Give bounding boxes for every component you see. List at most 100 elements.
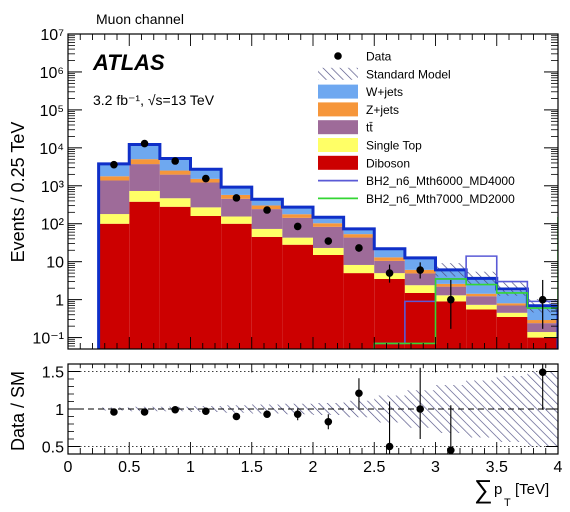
data-point-10: [416, 266, 424, 274]
main-y-tick-label-8: 10⁷: [40, 27, 64, 44]
ratio-point-0: [110, 408, 118, 416]
data-point-8: [355, 244, 363, 252]
ratio-point-12: [538, 368, 547, 377]
x-axis-t-subscript: T: [504, 497, 511, 509]
legend-data-marker: [334, 52, 342, 60]
bar-zjets-bin-13: [496, 303, 528, 306]
data-point-11: [447, 295, 455, 304]
legend-label-2: W+jets: [366, 85, 403, 99]
bar-diboson-bin-0: [98, 223, 130, 349]
bar-diboson-bin-2: [159, 206, 191, 349]
bar-diboson-bin-13: [496, 316, 528, 349]
bar-zjets-bin-1: [129, 159, 160, 165]
bar-tt-bin-3: [190, 182, 222, 208]
bar-diboson-bin-1: [129, 201, 160, 349]
bar-wjets-bin-4: [221, 187, 252, 195]
ratio-point-5: [263, 410, 271, 419]
legend-swatch-4: [318, 120, 358, 135]
bar-diboson-bin-14: [527, 337, 558, 349]
ratio-y-tick-label-1: 1: [55, 402, 64, 419]
ratio-x-axis: 0 0.5 1 1.5 2 2.5 3 3.5 4: [64, 364, 563, 476]
data-point-12: [538, 295, 547, 304]
bar-zjets-bin-7: [313, 223, 344, 227]
ratio-y-tick-label-2: 1.5: [42, 365, 64, 382]
bar-singletop-bin-2: [159, 198, 191, 207]
ratio-x-tick-label-7: 3.5: [486, 459, 508, 476]
main-y-tick-label-1: 1: [55, 293, 64, 310]
bar-tt-bin-4: [221, 198, 252, 217]
bar-diboson-bin-10: [404, 292, 436, 349]
bar-tt-bin-5: [251, 209, 283, 229]
ratio-y-tick-label-0: 0.5: [42, 440, 64, 457]
bar-singletop-bin-6: [282, 237, 313, 245]
ratio-point-7: [324, 417, 333, 426]
ratio-x-tick-label-2: 1: [186, 459, 195, 476]
ratio-panel: 0.511.5 0 0.5 1 1.5 2 2.5 3 3.5 4 Data / SM ∑ p …: [8, 363, 563, 509]
ratio-point-2: [171, 405, 179, 414]
bar-singletop-bin-12: [466, 304, 497, 310]
main-x-ticks: [67, 34, 559, 349]
legend-label-1: Standard Model: [366, 67, 451, 81]
bar-zjets-bin-0: [98, 176, 130, 181]
bar-zjets-bin-8: [343, 234, 375, 238]
bar-diboson-bin-12: [466, 309, 497, 349]
ratio-point-3: [202, 407, 210, 416]
bar-wjets-bin-7: [313, 217, 344, 224]
bar-singletop-bin-5: [251, 228, 283, 237]
data-point-9: [385, 269, 394, 277]
x-axis-unit: [TeV]: [515, 481, 549, 498]
bar-wjets-bin-6: [282, 207, 313, 215]
sm-total-outline: [97, 143, 558, 349]
ratio-point-11: [447, 446, 455, 454]
bar-diboson-bin-8: [343, 273, 375, 349]
ratio-point-4: [232, 412, 241, 421]
bar-wjets-bin-8: [343, 228, 375, 235]
ratio-x-tick-label-6: 3: [431, 459, 440, 476]
bar-singletop-bin-0: [98, 214, 130, 224]
signal-line-1: [373, 217, 558, 349]
ratio-points: [110, 364, 547, 454]
channel-label: Muon channel: [96, 11, 184, 27]
main-y-axis: 10⁻¹ 1 10 10² 10³ 10⁴ 10⁵ 10⁶ 10⁷: [32, 27, 558, 350]
bar-wjets-bin-9: [374, 248, 405, 258]
bar-tt-bin-0: [98, 180, 130, 215]
ratio-x-tick-label-1: 0.5: [118, 459, 140, 476]
bar-singletop-bin-8: [343, 264, 375, 274]
data-point-7: [324, 237, 333, 245]
bar-singletop-bin-1: [129, 190, 160, 202]
bar-singletop-bin-7: [313, 247, 344, 256]
bar-tt-bin-13: [496, 305, 528, 313]
x-axis-sum-symbol: ∑: [474, 474, 493, 504]
ratio-x-tick-label-0: 0: [64, 459, 73, 476]
ratio-point-10: [416, 405, 424, 413]
main-y-tick-label-6: 10⁵: [40, 103, 64, 120]
main-y-tick-label-5: 10⁴: [39, 141, 64, 158]
ratio-y-axis-title: Data / SM: [8, 371, 28, 451]
bar-singletop-bin-13: [496, 312, 528, 317]
legend-label-0: Data: [366, 50, 392, 64]
x-axis-title: ∑ p T [TeV]: [474, 474, 549, 509]
legend-label-7: BH2_n6_Mth6000_MD4000: [366, 174, 515, 188]
data-point-6: [293, 222, 302, 231]
ratio-band-bin-4: [221, 405, 252, 413]
legend-swatch-5: [318, 138, 358, 152]
ratio-point-6: [293, 410, 302, 419]
legend-sm-swatch: [318, 67, 358, 80]
lumi-energy-label: 3.2 fb⁻¹, √s=13 TeV: [93, 92, 215, 108]
legend-swatch-6: [318, 155, 358, 170]
ratio-x-tick-label-3: 1.5: [241, 459, 263, 476]
main-y-tick-label-0: 10⁻¹: [32, 331, 64, 348]
legend: Data Standard Model W+jets Z+jets tt̄ Single …: [318, 50, 515, 206]
atlas-label: ATLAS: [92, 50, 165, 75]
ratio-x-tick-label-4: 2: [309, 459, 318, 476]
bar-tt-bin-10: [404, 273, 436, 286]
data-point-4: [232, 194, 241, 202]
ratio-y-axis: 0.5 1 1.5: [42, 365, 558, 457]
main-y-tick-label-3: 10²: [41, 217, 65, 234]
legend-label-6: Diboson: [366, 156, 410, 170]
bar-wjets-bin-5: [251, 199, 283, 206]
x-axis-p-symbol: p: [494, 481, 502, 498]
legend-swatch-2: [318, 84, 358, 99]
bar-tt-bin-12: [466, 296, 497, 305]
